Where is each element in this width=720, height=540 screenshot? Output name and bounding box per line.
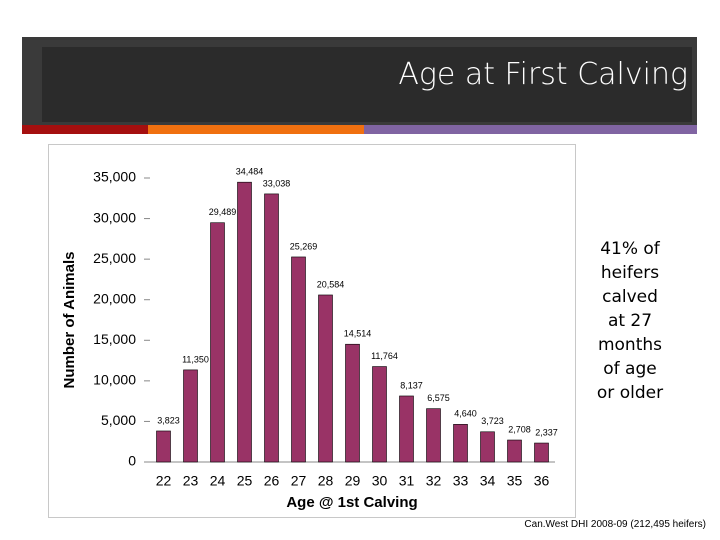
bar — [237, 181, 252, 463]
bar — [183, 369, 198, 463]
header-inner — [42, 47, 692, 122]
value-label: 14,514 — [344, 329, 372, 339]
x-tick-label: 27 — [291, 473, 307, 489]
bar — [534, 442, 549, 463]
value-label: 11,764 — [371, 351, 398, 361]
value-label: 25,269 — [290, 241, 318, 251]
y-tick-label: 30,000 — [93, 209, 136, 225]
x-axis-title: Age @ 1st Calving — [286, 494, 417, 511]
bar — [291, 256, 306, 463]
bar — [453, 424, 468, 463]
bar — [372, 366, 387, 463]
x-tick-label: 36 — [534, 473, 550, 489]
value-label: 2,708 — [508, 424, 531, 434]
x-tick-label: 33 — [453, 473, 469, 489]
y-tick-label: 25,000 — [93, 250, 136, 266]
x-tick-label: 25 — [237, 473, 253, 489]
value-label: 3,723 — [481, 416, 504, 426]
bar — [399, 395, 414, 463]
slide-title: Age at First Calving — [398, 57, 688, 92]
x-tick-label: 23 — [183, 473, 199, 489]
x-tick-label: 35 — [507, 473, 523, 489]
y-tick-label: 15,000 — [93, 331, 136, 347]
bar — [264, 193, 279, 463]
value-label: 29,489 — [209, 207, 237, 217]
y-tick-label: 20,000 — [93, 290, 136, 306]
value-label: 8,137 — [400, 380, 423, 390]
x-tick-label: 26 — [264, 473, 280, 489]
value-label: 3,823 — [157, 415, 180, 425]
x-tick-label: 24 — [210, 473, 226, 489]
value-label: 11,350 — [182, 354, 209, 364]
x-tick-label: 31 — [399, 473, 415, 489]
value-label: 20,584 — [317, 279, 345, 289]
accent-strip — [364, 125, 697, 134]
source-note: Can.West DHI 2008-09 (212,495 heifers) — [524, 519, 706, 530]
value-label: 33,038 — [263, 178, 291, 188]
bar — [210, 222, 225, 463]
accent-strip — [22, 125, 148, 134]
y-tick-label: 35,000 — [93, 169, 136, 185]
y-axis-title: Number of Animals — [61, 252, 78, 389]
bar — [318, 294, 333, 463]
side-note: 41% of heifers calved at 27 months of ag… — [596, 239, 664, 403]
value-label: 2,337 — [535, 427, 558, 437]
bar — [345, 343, 360, 463]
value-label: 6,575 — [427, 393, 450, 403]
value-label: 34,484 — [236, 167, 264, 177]
y-tick-label: 10,000 — [93, 372, 136, 388]
y-tick-label: 0 — [128, 453, 136, 469]
x-tick-label: 22 — [156, 473, 172, 489]
value-label: 4,640 — [454, 409, 477, 419]
x-tick-label: 28 — [318, 473, 334, 489]
x-tick-label: 30 — [372, 473, 388, 489]
bar — [507, 439, 522, 463]
x-tick-label: 29 — [345, 473, 361, 489]
y-tick-label: 5,000 — [101, 412, 136, 428]
bar — [156, 430, 171, 463]
x-tick-label: 32 — [426, 473, 442, 489]
bar — [480, 431, 495, 463]
accent-strip — [148, 125, 364, 134]
bar — [426, 408, 441, 463]
x-tick-label: 34 — [480, 473, 496, 489]
